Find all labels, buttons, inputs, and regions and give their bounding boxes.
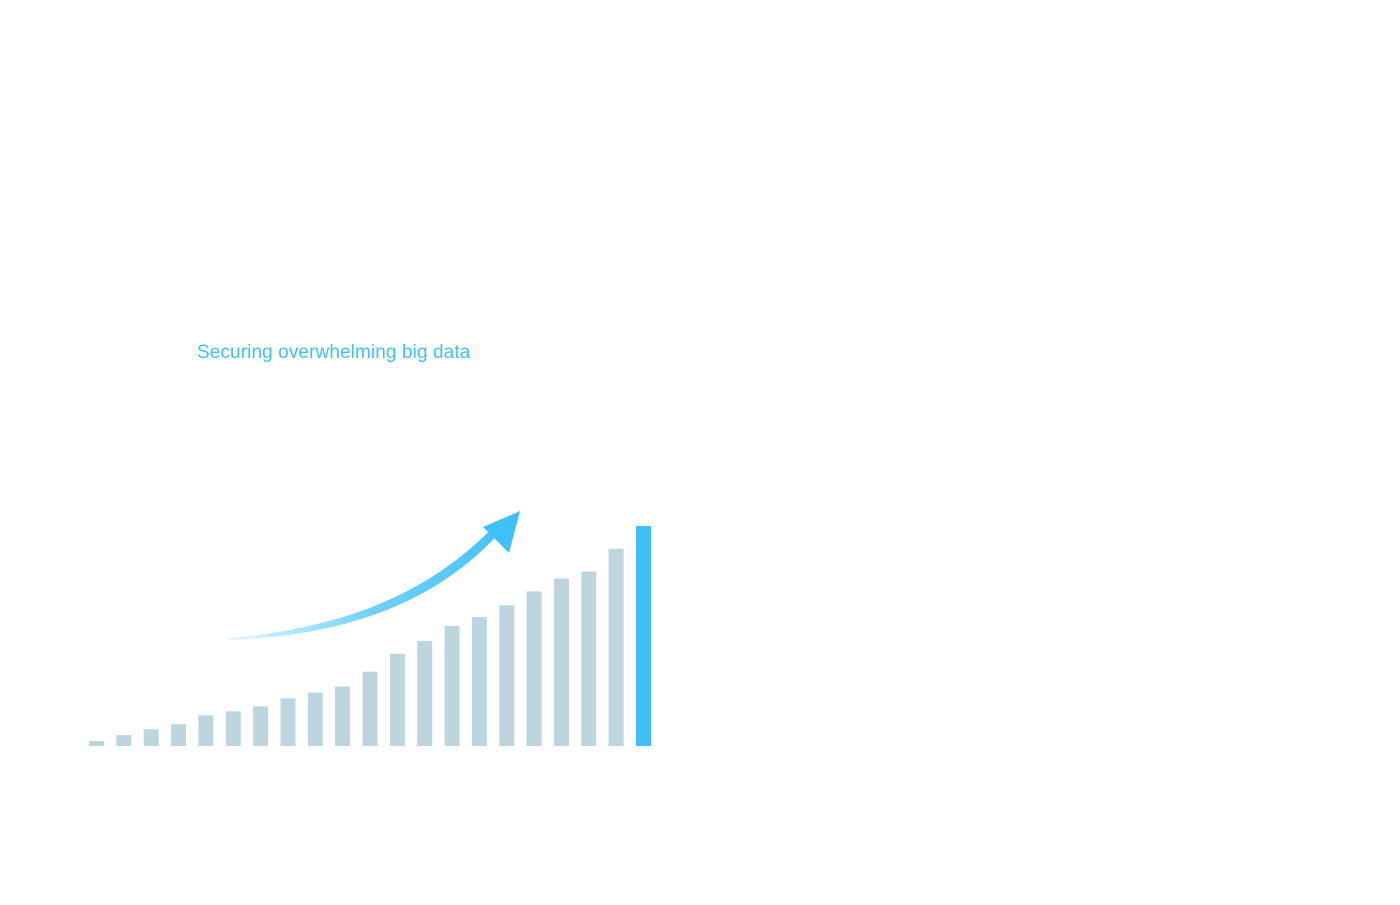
bar: [143, 729, 159, 746]
bar: [417, 640, 433, 746]
bar: [198, 715, 214, 746]
bar: [554, 578, 569, 746]
bar: [444, 626, 460, 746]
bar: [116, 735, 132, 746]
bar: [581, 571, 597, 746]
bar: [171, 724, 187, 746]
bar: [526, 591, 542, 746]
bar: [499, 605, 515, 746]
bars-group: [89, 526, 651, 746]
bar: [89, 741, 104, 746]
bar: [608, 548, 624, 746]
bar: [471, 617, 487, 746]
bar: [335, 686, 351, 746]
trend-up-arrow-icon: [228, 511, 520, 640]
bar: [253, 706, 269, 746]
bar: [362, 671, 378, 746]
bar: [389, 653, 405, 746]
bar: [280, 698, 296, 746]
bar: [225, 711, 241, 746]
bar-highlighted: [636, 526, 651, 746]
bar: [307, 692, 323, 746]
headline: Securing overwhelming big data: [197, 342, 471, 363]
